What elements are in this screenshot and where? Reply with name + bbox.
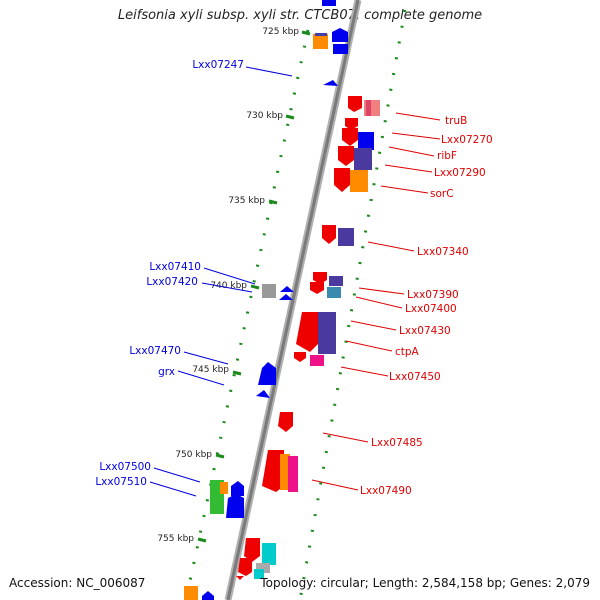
gene-arrow[interactable]: [238, 558, 252, 576]
gene-features-745: [262, 412, 298, 492]
kbp-tick-label: 730 kbp: [246, 111, 283, 121]
left-label-leaders: [149, 66, 293, 497]
gene-features-730: [334, 96, 380, 192]
gene-block[interactable]: [280, 454, 290, 490]
gene-arrow[interactable]: [334, 168, 350, 192]
accession-text: Accession: NC_006087: [9, 576, 146, 590]
gene-block[interactable]: [288, 456, 298, 492]
kbp-tick-label: 745 kbp: [192, 365, 229, 375]
genome-title: Leifsonia xyli subsp. xyli str. CTCB07, …: [117, 8, 483, 23]
gene-arrow[interactable]: [231, 481, 244, 496]
kbp-tick-labels: 725 kbp 730 kbp 735 kbp 740 kbp 745 kbp …: [157, 27, 299, 544]
gene-arrow[interactable]: [226, 494, 244, 518]
gene-label-right[interactable]: Lxx07390: [407, 289, 459, 301]
right-label-leaders: [311, 112, 441, 491]
gene-block[interactable]: [313, 34, 328, 49]
gene-arrow[interactable]: [333, 44, 348, 54]
gene-label-right[interactable]: sorC: [430, 188, 454, 200]
gene-label-left[interactable]: Lxx07510: [95, 476, 147, 488]
gene-label-right[interactable]: ribF: [437, 150, 457, 162]
gene-arrow[interactable]: [332, 28, 348, 42]
gene-arrow[interactable]: [202, 591, 214, 600]
gene-label-right[interactable]: Lxx07485: [371, 437, 423, 449]
gene-arrow[interactable]: [338, 146, 354, 166]
gene-arrow[interactable]: [310, 282, 324, 294]
gene-block[interactable]: [310, 355, 324, 366]
gene-label-right[interactable]: Lxx07270: [441, 134, 493, 146]
gene-label-left[interactable]: Lxx07500: [99, 461, 151, 473]
gene-block[interactable]: [254, 569, 264, 579]
gene-features-750: [210, 480, 244, 518]
gene-label-right[interactable]: Lxx07490: [360, 485, 412, 497]
gene-arrow[interactable]: [279, 294, 293, 300]
gene-arrow[interactable]: [262, 450, 284, 492]
gene-block[interactable]: [315, 33, 327, 36]
gene-block[interactable]: [358, 132, 374, 150]
gene-block[interactable]: [338, 228, 354, 246]
gene-features-740: [256, 312, 336, 398]
gene-label-right[interactable]: Lxx07340: [417, 246, 469, 258]
gene-features-735: [262, 225, 354, 300]
gene-label-right[interactable]: Lxx07450: [389, 371, 441, 383]
gene-block[interactable]: [354, 148, 372, 170]
gene-label-left[interactable]: Lxx07420: [146, 276, 198, 288]
kbp-tick-label: 740 kbp: [210, 281, 247, 291]
gene-arrow[interactable]: [244, 538, 260, 562]
left-dotted-track: [184, 29, 310, 600]
gene-features-755: [184, 538, 276, 600]
gene-arrow[interactable]: [256, 390, 270, 398]
gene-block[interactable]: [322, 0, 336, 6]
gene-arrow[interactable]: [323, 80, 338, 86]
gene-arrow[interactable]: [236, 576, 244, 580]
gene-block[interactable]: [329, 276, 343, 286]
gene-arrow[interactable]: [296, 312, 318, 352]
gene-block[interactable]: [256, 563, 270, 573]
gene-arrow[interactable]: [342, 128, 358, 146]
gene-label-right[interactable]: Lxx07290: [434, 167, 486, 179]
gene-label-left[interactable]: grx: [158, 366, 175, 378]
gene-arrow[interactable]: [313, 272, 327, 284]
kbp-tick-label: 755 kbp: [157, 534, 194, 544]
gene-arrow[interactable]: [345, 118, 358, 130]
gene-block[interactable]: [262, 543, 276, 565]
gene-label-left[interactable]: Lxx07470: [129, 345, 181, 357]
topology-text: Topology: circular; Length: 2,584,158 bp…: [260, 576, 590, 590]
kbp-tick-label: 750 kbp: [175, 450, 212, 460]
gene-features-top: [313, 0, 348, 86]
gene-arrow[interactable]: [294, 352, 306, 362]
gene-arrow[interactable]: [278, 412, 293, 432]
gene-arrow[interactable]: [280, 286, 294, 292]
gene-label-left[interactable]: Lxx07247: [192, 59, 244, 71]
gene-label-left[interactable]: Lxx07410: [149, 261, 201, 273]
gene-block[interactable]: [184, 586, 198, 600]
gene-arrow[interactable]: [348, 96, 362, 112]
kbp-tick-marks: [197, 30, 311, 543]
gene-label-right[interactable]: Lxx07400: [405, 303, 457, 315]
kbp-tick-label: 735 kbp: [228, 196, 265, 206]
gene-block[interactable]: [220, 482, 228, 494]
right-labels: truB Lxx07270 ribF Lxx07290 sorC Lxx0734…: [360, 115, 493, 497]
gene-block[interactable]: [350, 170, 368, 192]
gene-arrow[interactable]: [258, 362, 276, 385]
gene-block[interactable]: [327, 287, 341, 298]
gene-label-right[interactable]: ctpA: [395, 346, 420, 358]
left-labels: Lxx07247 Lxx07410 Lxx07420 Lxx07470 grx …: [95, 59, 244, 488]
gene-block[interactable]: [318, 312, 336, 354]
gene-label-right[interactable]: Lxx07430: [399, 325, 451, 337]
gene-block[interactable]: [366, 100, 371, 116]
gene-label-right[interactable]: truB: [445, 115, 467, 127]
gene-block[interactable]: [262, 284, 276, 298]
kbp-tick-label: 725 kbp: [262, 27, 299, 37]
gene-arrow[interactable]: [322, 225, 336, 244]
